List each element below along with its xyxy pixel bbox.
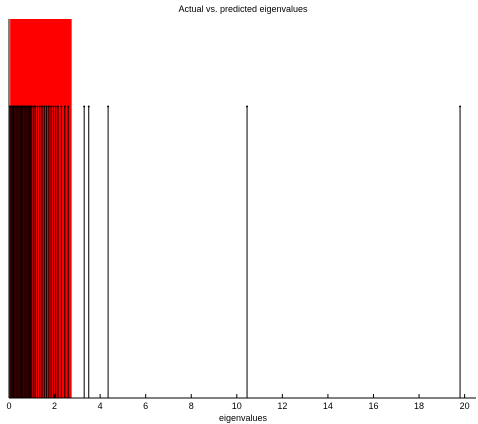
chart-title: Actual vs. predicted eigenvalues [178, 4, 308, 14]
actual-eigenvalue-marker-39 [459, 105, 462, 108]
actual-eigenvalue-marker-19 [30, 105, 33, 108]
actual-eigenvalue-marker-32 [60, 105, 63, 108]
actual-eigenvalue-marker-34 [67, 105, 70, 108]
x-tick-label-10: 20 [460, 401, 470, 411]
actual-eigenvalue-marker-35 [83, 105, 86, 108]
actual-eigenvalue-marker-37 [107, 105, 110, 108]
actual-eigenvalue-marker-22 [36, 105, 39, 108]
actual-eigenvalue-marker-30 [54, 105, 57, 108]
x-tick-label-8: 16 [368, 401, 378, 411]
x-tick-label-9: 18 [414, 401, 424, 411]
actual-eigenvalue-marker-26 [45, 105, 48, 108]
x-tick-label-2: 4 [98, 401, 103, 411]
x-tick-label-0: 0 [6, 401, 11, 411]
x-tick-label-6: 12 [277, 401, 287, 411]
actual-eigenvalue-marker-21 [34, 105, 37, 108]
actual-eigenvalue-marker-33 [63, 105, 66, 108]
actual-eigenvalue-marker-20 [32, 105, 35, 108]
x-tick-label-7: 14 [323, 401, 333, 411]
actual-eigenvalue-marker-28 [50, 105, 53, 108]
x-axis-label: eigenvalues [219, 413, 268, 423]
actual-eigenvalue-marker-25 [43, 105, 46, 108]
x-tick-label-4: 8 [189, 401, 194, 411]
actual-eigenvalue-marker-38 [246, 105, 249, 108]
actual-eigenvalue-marker-31 [56, 105, 59, 108]
actual-eigenvalue-marker-24 [41, 105, 44, 108]
x-tick-label-5: 10 [232, 401, 242, 411]
actual-eigenvalue-marker-36 [87, 105, 90, 108]
actual-eigenvalue-marker-29 [52, 105, 55, 108]
actual-eigenvalue-marker-23 [38, 105, 41, 108]
plot-area [9, 19, 462, 398]
x-tick-label-1: 2 [52, 401, 57, 411]
x-tick-label-3: 6 [143, 401, 148, 411]
actual-eigenvalue-marker-27 [47, 105, 50, 108]
x-axis: 0 2 4 6 8 10 12 14 16 18 20 [6, 19, 476, 411]
